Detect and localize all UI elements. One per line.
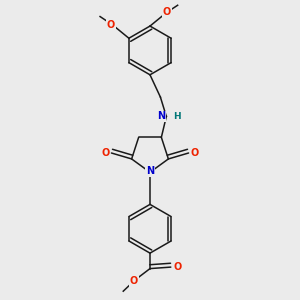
Text: N: N: [146, 167, 154, 176]
Text: N: N: [157, 111, 165, 122]
Text: O: O: [101, 148, 110, 158]
Text: H: H: [173, 112, 181, 121]
Text: O: O: [190, 148, 199, 158]
Text: O: O: [107, 20, 115, 30]
Text: O: O: [163, 8, 171, 17]
Text: O: O: [130, 276, 138, 286]
Text: O: O: [173, 262, 182, 272]
